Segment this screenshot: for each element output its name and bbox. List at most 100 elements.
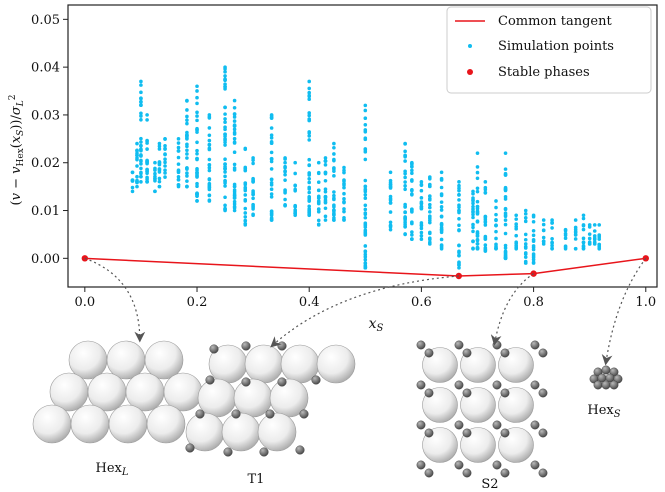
simulation-point xyxy=(283,189,287,194)
simulation-point xyxy=(494,236,498,241)
simulation-point xyxy=(223,184,227,188)
simulation-point xyxy=(475,189,480,194)
simulation-point xyxy=(483,220,488,225)
simulation-point xyxy=(307,134,312,138)
simulation-point xyxy=(363,187,368,192)
simulation-point xyxy=(363,264,368,269)
small-particle xyxy=(601,365,611,375)
simulation-point xyxy=(410,221,414,226)
simulation-point xyxy=(195,95,199,100)
simulation-point xyxy=(483,214,488,219)
simulation-point xyxy=(307,111,312,115)
simulation-point xyxy=(410,168,414,173)
simulation-point xyxy=(363,257,368,262)
simulation-point xyxy=(410,165,414,169)
large-particle xyxy=(316,344,356,384)
simulation-point xyxy=(145,113,149,117)
simulation-point xyxy=(185,118,189,122)
structure-t1-image xyxy=(185,341,356,457)
simulation-point xyxy=(494,217,498,222)
simulation-point xyxy=(587,232,592,236)
simulation-point xyxy=(323,159,328,163)
simulation-point xyxy=(307,163,312,168)
simulation-point xyxy=(363,103,368,108)
simulation-point xyxy=(483,243,488,247)
simulation-point xyxy=(185,99,189,103)
simulation-point xyxy=(232,98,237,103)
simulation-point xyxy=(130,189,135,194)
simulation-point xyxy=(494,212,498,217)
small-particle xyxy=(492,340,502,350)
y-tick-label: 0.05 xyxy=(31,13,60,28)
simulation-point xyxy=(163,160,167,165)
simulation-point xyxy=(388,186,393,190)
simulation-point xyxy=(323,206,328,211)
simulation-point xyxy=(419,188,424,193)
simulation-point xyxy=(342,197,346,201)
simulation-points-layer xyxy=(130,65,602,270)
simulation-point xyxy=(223,179,227,184)
simulation-point xyxy=(410,230,414,234)
simulation-point xyxy=(223,112,227,116)
simulation-point xyxy=(223,157,227,162)
simulation-point xyxy=(363,255,368,259)
simulation-point xyxy=(550,221,554,225)
simulation-point xyxy=(531,214,536,219)
simulation-point xyxy=(428,182,432,187)
simulation-point xyxy=(410,233,414,237)
small-particle xyxy=(530,340,540,350)
simulation-point xyxy=(207,147,212,152)
simulation-point xyxy=(439,205,444,209)
simulation-point xyxy=(439,237,444,242)
simulation-point xyxy=(293,210,297,215)
simulation-point xyxy=(494,205,498,210)
simulation-point xyxy=(563,244,568,248)
simulation-point xyxy=(363,212,368,217)
simulation-point xyxy=(135,164,139,168)
small-particle xyxy=(185,443,195,453)
small-particle xyxy=(601,380,611,390)
small-particle xyxy=(241,377,251,387)
simulation-point xyxy=(232,105,237,110)
simulation-point xyxy=(269,126,274,130)
simulation-point xyxy=(307,204,312,209)
simulation-point xyxy=(195,110,199,115)
simulation-point xyxy=(581,240,586,244)
x-tick-label: 1.0 xyxy=(635,295,656,310)
simulation-point xyxy=(195,194,199,198)
simulation-point xyxy=(403,142,407,146)
simulation-point xyxy=(428,240,432,245)
structure-s2-image xyxy=(416,340,548,478)
simulation-point xyxy=(419,180,424,184)
simulation-point xyxy=(388,227,393,232)
simulation-point xyxy=(363,157,368,162)
simulation-point xyxy=(531,260,536,265)
simulation-point xyxy=(185,156,189,160)
simulation-point xyxy=(269,216,274,220)
simulation-point xyxy=(483,247,488,252)
simulation-point xyxy=(439,222,444,227)
simulation-point xyxy=(342,178,346,182)
simulation-point xyxy=(403,149,407,154)
simulation-point xyxy=(483,223,488,227)
simulation-point xyxy=(195,166,199,171)
structure-arrow xyxy=(601,257,647,366)
simulation-point xyxy=(363,192,368,197)
legend-label-common-tangent: Common tangent xyxy=(498,14,612,29)
simulation-point xyxy=(457,266,461,270)
simulation-point xyxy=(323,187,328,192)
small-particle xyxy=(492,460,502,470)
simulation-point xyxy=(223,117,227,121)
simulation-point xyxy=(597,246,602,250)
simulation-point xyxy=(195,118,199,123)
simulation-point xyxy=(410,171,414,176)
small-particle xyxy=(538,388,548,398)
simulation-point xyxy=(207,157,212,162)
simulation-point xyxy=(307,93,312,98)
simulation-point xyxy=(475,231,480,236)
simulation-point xyxy=(323,189,328,194)
simulation-point xyxy=(419,221,424,225)
simulation-point xyxy=(342,168,346,173)
simulation-point xyxy=(410,192,414,197)
simulation-point xyxy=(419,226,424,231)
